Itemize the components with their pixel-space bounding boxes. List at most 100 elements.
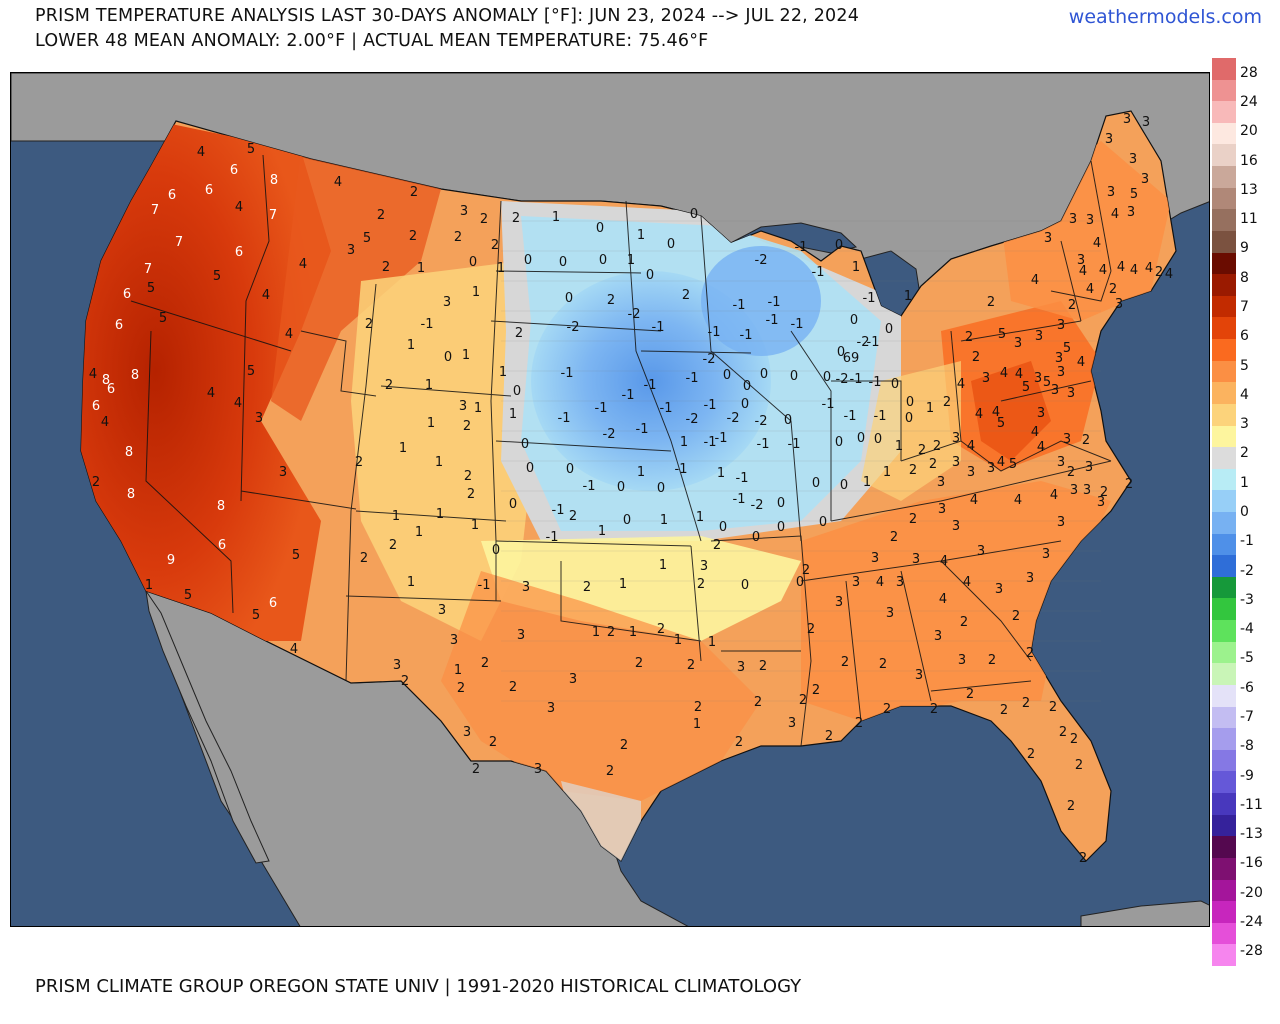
legend-label: 13	[1240, 181, 1258, 198]
anomaly-label: -2	[836, 372, 849, 387]
anomaly-label: 2	[879, 657, 887, 672]
legend-label: 9	[1240, 240, 1249, 257]
anomaly-label: 2	[385, 378, 393, 393]
anomaly-label: 2	[918, 443, 926, 458]
anomaly-label: 5	[213, 269, 221, 284]
anomaly-label: 1	[472, 285, 480, 300]
site-link[interactable]: weathermodels.com	[1068, 6, 1262, 28]
anomaly-label: 2	[401, 674, 409, 689]
anomaly-label: 2	[569, 509, 577, 524]
anomaly-label: -2	[727, 411, 740, 426]
anomaly-label: -1	[768, 295, 781, 310]
legend-swatch	[1212, 836, 1236, 859]
anomaly-label: 2	[606, 764, 614, 779]
legend-swatch	[1212, 144, 1236, 167]
legend-label: -24	[1240, 914, 1263, 931]
anomaly-label: -1	[546, 530, 559, 545]
anomaly-label: 0	[444, 350, 452, 365]
anomaly-label: 5	[252, 608, 260, 623]
anomaly-label: 2	[1082, 433, 1090, 448]
anomaly-label: -1	[478, 578, 491, 593]
anomaly-label: 3	[438, 603, 446, 618]
baja-peninsula	[145, 590, 270, 864]
anomaly-label: -1	[704, 398, 717, 413]
legend-label: 6	[1240, 328, 1249, 345]
legend-swatch	[1212, 663, 1236, 686]
anomaly-label: 4	[876, 575, 884, 590]
anomaly-label: 2	[1109, 282, 1117, 297]
anomaly-label: 4	[290, 642, 298, 657]
anomaly-label: 0	[812, 476, 820, 491]
anomaly-label: 7	[269, 208, 277, 223]
anomaly-label: 3	[912, 552, 920, 567]
cuba	[1080, 900, 1209, 926]
anomaly-label: 3	[1014, 336, 1022, 351]
anomaly-label: 3	[534, 762, 542, 777]
legend-label: 16	[1240, 152, 1258, 169]
anomaly-label: 0	[857, 431, 865, 446]
anomaly-label: 2	[909, 512, 917, 527]
anomaly-label: 6	[92, 399, 100, 414]
anomaly-label: 0	[667, 237, 675, 252]
anomaly-label: 0	[690, 207, 698, 222]
anomaly-label: 4	[1079, 264, 1087, 279]
anomaly-label: 3	[1083, 483, 1091, 498]
anomaly-label: 2	[799, 693, 807, 708]
anomaly-label: 69	[843, 351, 860, 366]
anomaly-label: -1	[733, 298, 746, 313]
anomaly-label: 0	[760, 367, 768, 382]
legend-swatch	[1212, 468, 1236, 491]
anomaly-label: 3	[1051, 383, 1059, 398]
legend-swatch	[1212, 706, 1236, 729]
anomaly-label: 6	[230, 163, 238, 178]
anomaly-label: 1	[680, 435, 688, 450]
legend-swatch	[1212, 944, 1236, 967]
anomaly-label: 4	[970, 493, 978, 508]
anomaly-label: 4	[1037, 440, 1045, 455]
anomaly-label: -1	[795, 240, 808, 255]
anomaly-label: 3	[1057, 515, 1065, 530]
anomaly-label: 5	[998, 327, 1006, 342]
legend-label: 20	[1240, 123, 1258, 140]
anomaly-label: 5	[184, 588, 192, 603]
anomaly-label: 4	[963, 575, 971, 590]
anomaly-label: 1	[598, 524, 606, 539]
anomaly-label: 2	[1022, 696, 1030, 711]
anomaly-label: 1	[417, 261, 425, 276]
anomaly-label: 4	[262, 288, 270, 303]
anomaly-label: 3	[1129, 152, 1137, 167]
anomaly-label: 0	[509, 497, 517, 512]
anomaly-label: 4	[1014, 493, 1022, 508]
anomaly-label: 4	[1145, 261, 1153, 276]
anomaly-label: 2	[365, 317, 373, 332]
anomaly-label: 0	[796, 575, 804, 590]
legend-label: 4	[1240, 386, 1249, 403]
anomaly-label: -2	[755, 414, 768, 429]
anomaly-label: 2	[463, 419, 471, 434]
anomaly-label: 3	[569, 672, 577, 687]
anomaly-label: 2	[855, 716, 863, 731]
anomaly-label: 3	[547, 701, 555, 716]
anomaly-label: 3	[1141, 172, 1149, 187]
legend-swatch	[1212, 857, 1236, 880]
anomaly-label: 3	[1037, 406, 1045, 421]
anomaly-label: 2	[759, 659, 767, 674]
legend-swatch	[1212, 728, 1236, 751]
anomaly-label: 4	[1093, 236, 1101, 251]
anomaly-label: 0	[723, 368, 731, 383]
anomaly-label: 3	[1127, 205, 1135, 220]
anomaly-label: 2	[489, 735, 497, 750]
anomaly-label: 1	[904, 289, 912, 304]
anomaly-label: 3	[1123, 112, 1131, 127]
anomaly-label: 7	[144, 262, 152, 277]
anomaly-label: 1	[674, 633, 682, 648]
anomaly-label: 7	[151, 203, 159, 218]
anomaly-label: 5	[1022, 380, 1030, 395]
anomaly-label: 3	[967, 465, 975, 480]
anomaly-label: 0	[521, 437, 529, 452]
anomaly-label: 2	[607, 293, 615, 308]
legend-label: -20	[1240, 884, 1263, 901]
map-subtitle: LOWER 48 MEAN ANOMALY: 2.00°F | ACTUAL M…	[35, 31, 709, 51]
anomaly-label: 6	[123, 287, 131, 302]
anomaly-label: -1	[704, 435, 717, 450]
